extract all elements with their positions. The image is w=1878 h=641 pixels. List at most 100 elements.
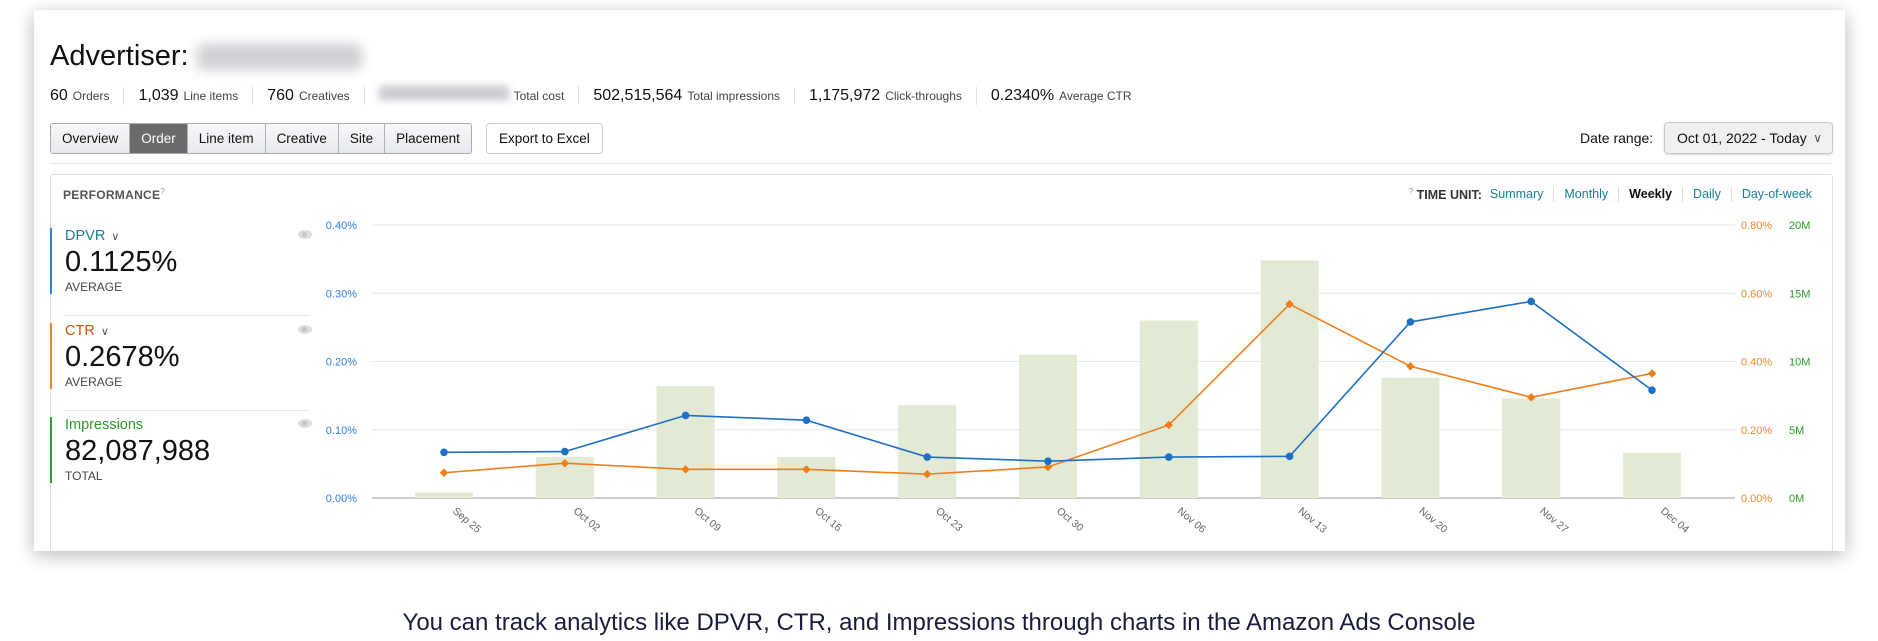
divider — [63, 410, 310, 411]
date-range-value: Oct 01, 2022 - Today — [1677, 130, 1807, 146]
dpvr-point — [561, 447, 569, 456]
impressions-bar — [415, 492, 473, 498]
total-cost-redacted — [378, 86, 509, 100]
stat-label: Total cost — [513, 89, 565, 103]
stat-label: Average CTR — [1059, 89, 1132, 103]
right-axis-impressions-tick: 15M — [1789, 288, 1810, 300]
time-unit-weekly[interactable]: Weekly — [1618, 187, 1682, 203]
x-axis-tick: Oct 30 — [1054, 505, 1086, 534]
impressions-bar — [1260, 260, 1319, 498]
impressions-bar — [656, 386, 715, 498]
summary-stats: 60 Orders 1,039 Line items 760 Creatives Total… — [50, 86, 1146, 105]
eye-icon[interactable] — [298, 230, 312, 239]
time-unit-summary[interactable]: Summary — [1489, 187, 1544, 201]
right-axis-ctr-tick: 0.20% — [1741, 425, 1772, 437]
report-tabs: Overview Order Line item Creative Site Placem… — [50, 123, 472, 154]
metric-name: CTR ∨ — [65, 323, 312, 339]
dpvr-point — [1165, 453, 1173, 461]
metric-ctr[interactable]: CTR ∨ 0.2678% AVERAGE — [50, 323, 312, 389]
impressions-bar — [1623, 452, 1681, 498]
export-to-excel-button[interactable]: Export to Excel — [486, 123, 603, 154]
ctr-point — [1285, 299, 1294, 309]
dpvr-point — [681, 411, 690, 420]
stat-label: Line items — [183, 89, 239, 103]
impressions-bar — [1502, 398, 1561, 498]
stat-label: Total impressions — [687, 89, 781, 103]
chevron-down-icon: ∨ — [1813, 131, 1822, 145]
stat-total-impressions: 502,515,564 Total impressions — [579, 87, 796, 105]
tab-order[interactable]: Order — [130, 124, 188, 153]
ctr-point — [1406, 362, 1415, 371]
help-icon[interactable]: ? — [160, 187, 166, 196]
chevron-down-icon[interactable]: ∨ — [111, 230, 120, 243]
right-axis-impressions-tick: 0M — [1789, 493, 1804, 505]
divider — [63, 315, 310, 316]
page-title: Advertiser: — [50, 40, 362, 73]
stat-average-ctr: 0.2340% Average CTR — [977, 87, 1146, 105]
x-axis-tick: Nov 06 — [1175, 505, 1208, 536]
eye-icon[interactable] — [298, 419, 312, 428]
x-axis-tick: Oct 23 — [933, 505, 965, 534]
x-axis-tick: Nov 20 — [1416, 505, 1449, 536]
time-unit-daily[interactable]: Daily — [1682, 187, 1731, 203]
ctr-point — [1526, 393, 1536, 402]
metric-name: Impressions — [65, 417, 312, 433]
impressions-bar — [777, 457, 836, 498]
left-axis-tick: 0.30% — [326, 288, 357, 300]
metric-label: Impressions — [65, 417, 144, 433]
stat-value: 0.2340% — [990, 87, 1055, 104]
advertiser-name-redacted — [196, 44, 362, 71]
stat-label: Creatives — [298, 89, 350, 103]
stat-value: 502,515,564 — [593, 87, 683, 104]
impressions-bar — [1381, 377, 1440, 498]
tab-creative[interactable]: Creative — [265, 124, 339, 153]
ctr-point — [1043, 462, 1053, 472]
right-axis-ctr-tick: 0.60% — [1741, 288, 1772, 300]
right-axis-impressions-tick: 5M — [1789, 425, 1804, 437]
tab-placement[interactable]: Placement — [385, 124, 471, 153]
right-axis-impressions-tick: 10M — [1789, 357, 1810, 369]
tab-line-item[interactable]: Line item — [187, 124, 266, 153]
dpvr-point — [1648, 386, 1656, 394]
dpvr-point — [802, 416, 811, 424]
metric-label: CTR — [65, 323, 95, 339]
performance-title: PERFORMANCE? — [63, 187, 166, 202]
tab-site[interactable]: Site — [338, 124, 386, 153]
x-axis-tick: Oct 16 — [812, 505, 844, 534]
stat-line-items: 1,039 Line items — [124, 87, 254, 105]
date-range-dropdown[interactable]: Oct 01, 2022 - Today ∨ — [1664, 122, 1833, 154]
stat-click-throughs: 1,175,972 Click-throughs — [795, 87, 977, 105]
right-axis-ctr-tick: 0.40% — [1741, 357, 1772, 369]
time-unit-monthly[interactable]: Monthly — [1553, 187, 1618, 203]
time-unit-day-of-week[interactable]: Day-of-week — [1730, 187, 1822, 203]
help-icon[interactable]: ? — [1408, 187, 1414, 196]
tab-overview[interactable]: Overview — [51, 124, 131, 153]
ctr-point — [439, 468, 449, 477]
impressions-bar — [1019, 354, 1077, 498]
stat-orders: 60 Orders — [50, 87, 125, 105]
x-axis-tick: Oct 09 — [692, 505, 724, 534]
chevron-down-icon[interactable]: ∨ — [100, 325, 109, 338]
dpvr-point — [1285, 452, 1294, 461]
right-axis-impressions-tick: 20M — [1789, 220, 1810, 232]
stat-value: 1,175,972 — [809, 87, 881, 104]
right-axis-ctr-tick: 0.00% — [1741, 493, 1772, 505]
left-axis-tick: 0.10% — [326, 425, 357, 437]
stat-label: Click-throughs — [885, 89, 962, 103]
divider — [50, 163, 1833, 164]
x-axis-tick: Nov 13 — [1296, 505, 1329, 536]
stat-total-cost: Total cost — [365, 86, 580, 103]
dpvr-point — [1527, 297, 1535, 306]
metric-value: 82,087,988 — [65, 435, 211, 467]
date-range-label: Date range: — [1580, 130, 1654, 146]
dpvr-point — [1044, 457, 1052, 465]
eye-icon[interactable] — [298, 325, 312, 334]
ctr-point — [802, 465, 811, 474]
ctr-point — [681, 465, 690, 474]
metric-dpvr[interactable]: DPVR ∨ 0.1125% AVERAGE — [50, 228, 312, 294]
metric-sub: AVERAGE — [65, 375, 123, 389]
metric-impressions[interactable]: Impressions 82,087,988 TOTAL — [50, 417, 312, 483]
left-axis-tick: 0.00% — [326, 493, 357, 505]
stat-value: 760 — [267, 87, 294, 104]
